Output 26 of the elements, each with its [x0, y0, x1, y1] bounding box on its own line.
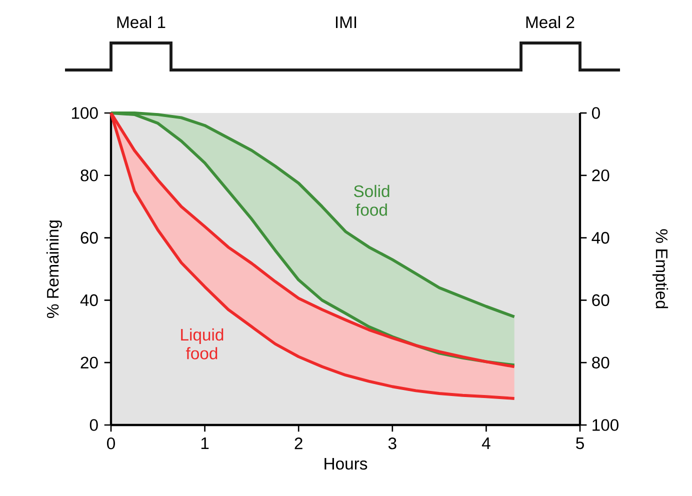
text: IMI — [336, 16, 356, 28]
y2-axis-title: % Emptied — [652, 229, 668, 308]
y-tick-label: 0 — [90, 419, 98, 431]
x-axis-title: Hours — [324, 458, 368, 470]
y-tick-label: 100 — [72, 107, 98, 119]
y-tick-label: 20 — [80, 356, 98, 369]
y2-tick-label: 20 — [592, 170, 610, 182]
y2-tick-label: 100 — [592, 419, 618, 431]
x-tick-label: 2 — [294, 438, 302, 450]
y2-tick-label: 0 — [592, 107, 600, 119]
y-tick-label: 60 — [80, 232, 98, 244]
y-tick-label: 80 — [80, 170, 98, 182]
y2-tick-label: 40 — [592, 232, 610, 244]
x-tick-label: 4 — [482, 437, 490, 449]
x-tick-label: 1 — [201, 437, 209, 449]
x-tick-label: 5 — [576, 437, 584, 450]
y2-tick-label: 80 — [592, 356, 610, 369]
y-axis-title: % Remaining — [46, 220, 62, 318]
annotation: Solid food — [354, 184, 390, 216]
text: Meal 2 — [526, 16, 574, 28]
annotation: Liquid food — [181, 328, 224, 360]
x-tick-label: 3 — [388, 438, 396, 450]
x-tick-label: 0 — [107, 438, 115, 450]
y-tick-label: 40 — [80, 294, 98, 306]
text: Meal 1 — [117, 16, 166, 28]
y2-tick-label: 60 — [592, 294, 610, 306]
